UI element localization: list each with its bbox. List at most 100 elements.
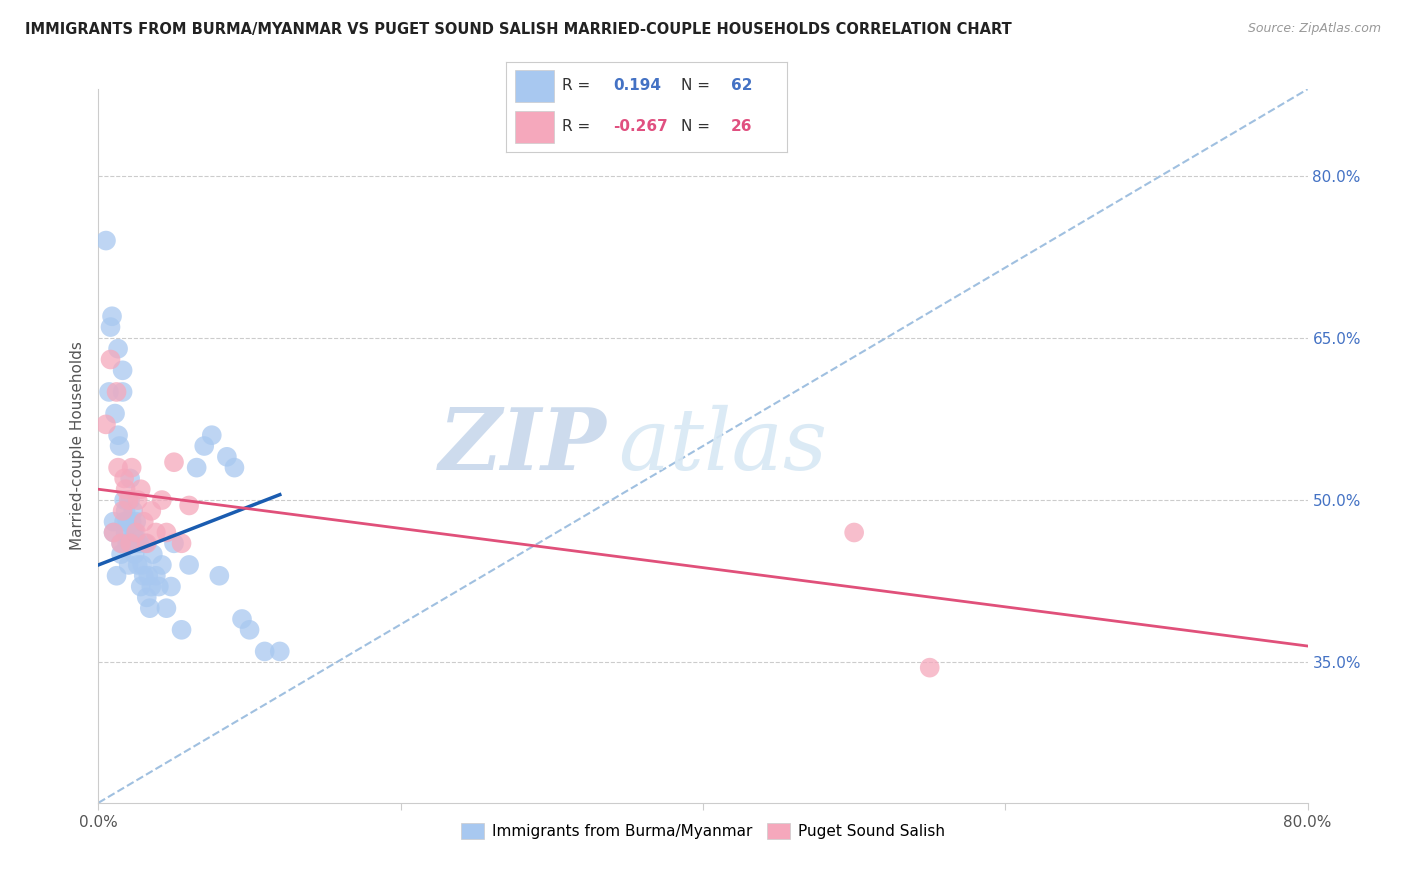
Point	[131, 558, 153, 572]
Point	[103, 515, 125, 529]
Point	[118, 493, 141, 508]
Point	[107, 342, 129, 356]
Point	[231, 612, 253, 626]
Point	[121, 515, 143, 529]
Point	[104, 407, 127, 421]
Bar	[515, 70, 554, 102]
Point	[127, 558, 149, 572]
Point	[160, 580, 183, 594]
Point	[269, 644, 291, 658]
Point	[94, 417, 117, 432]
Point	[125, 536, 148, 550]
Text: IMMIGRANTS FROM BURMA/MYANMAR VS PUGET SOUND SALISH MARRIED-COUPLE HOUSEHOLDS CO: IMMIGRANTS FROM BURMA/MYANMAR VS PUGET S…	[25, 22, 1012, 37]
Point	[108, 439, 131, 453]
Point	[179, 499, 201, 513]
Point	[107, 428, 129, 442]
Point	[215, 450, 238, 464]
Point	[111, 384, 134, 399]
Point	[98, 384, 121, 399]
Point	[107, 460, 129, 475]
Point	[142, 547, 165, 561]
Point	[120, 471, 142, 485]
Point	[100, 352, 122, 367]
Point	[141, 580, 163, 594]
Point	[103, 525, 125, 540]
Text: N =: N =	[681, 78, 714, 93]
Text: atlas: atlas	[619, 405, 828, 487]
Point	[103, 525, 125, 540]
Point	[918, 660, 941, 674]
Point	[193, 439, 215, 453]
Point	[111, 504, 134, 518]
Point	[114, 482, 136, 496]
Point	[105, 384, 128, 399]
Point	[114, 504, 136, 518]
Point	[150, 558, 173, 572]
Point	[127, 493, 149, 508]
Point	[148, 580, 170, 594]
Text: 62: 62	[731, 78, 752, 93]
Point	[124, 525, 146, 540]
Point	[132, 568, 155, 582]
Text: Source: ZipAtlas.com: Source: ZipAtlas.com	[1247, 22, 1381, 36]
Point	[120, 536, 142, 550]
Point	[129, 580, 152, 594]
Point	[110, 536, 132, 550]
Point	[253, 644, 276, 658]
Text: R =: R =	[562, 78, 596, 93]
Point	[94, 234, 117, 248]
Y-axis label: Married-couple Households: Married-couple Households	[69, 342, 84, 550]
Point	[170, 536, 193, 550]
Legend: Immigrants from Burma/Myanmar, Puget Sound Salish: Immigrants from Burma/Myanmar, Puget Sou…	[456, 817, 950, 845]
Point	[844, 525, 866, 540]
Text: R =: R =	[562, 120, 596, 134]
Point	[125, 515, 148, 529]
Text: N =: N =	[681, 120, 714, 134]
Point	[135, 591, 157, 605]
Point	[110, 547, 132, 561]
Point	[136, 568, 159, 582]
Point	[101, 310, 124, 324]
Point	[134, 536, 156, 550]
Point	[111, 363, 134, 377]
Point	[118, 536, 141, 550]
Point	[115, 515, 138, 529]
Point	[112, 471, 135, 485]
Text: 26: 26	[731, 120, 752, 134]
Point	[139, 601, 162, 615]
Point	[105, 568, 128, 582]
Point	[112, 515, 135, 529]
Point	[208, 568, 231, 582]
Bar	[515, 111, 554, 143]
Point	[120, 493, 142, 508]
Point	[155, 601, 177, 615]
Point	[224, 460, 246, 475]
Point	[201, 428, 224, 442]
Point	[141, 504, 163, 518]
Point	[122, 504, 145, 518]
Point	[118, 558, 141, 572]
Text: ZIP: ZIP	[439, 404, 606, 488]
Point	[163, 536, 186, 550]
Point	[145, 525, 167, 540]
Text: -0.267: -0.267	[613, 120, 668, 134]
Point	[100, 320, 122, 334]
Point	[129, 482, 152, 496]
Point	[170, 623, 193, 637]
Point	[115, 536, 138, 550]
Point	[145, 568, 167, 582]
Point	[112, 493, 135, 508]
Point	[124, 547, 146, 561]
Point	[150, 493, 173, 508]
Point	[125, 525, 148, 540]
Point	[128, 536, 150, 550]
Point	[179, 558, 201, 572]
Point	[122, 525, 145, 540]
Text: 0.194: 0.194	[613, 78, 661, 93]
Point	[114, 525, 136, 540]
Point	[135, 536, 157, 550]
Point	[132, 515, 155, 529]
Point	[155, 525, 177, 540]
Point	[121, 536, 143, 550]
Point	[186, 460, 208, 475]
